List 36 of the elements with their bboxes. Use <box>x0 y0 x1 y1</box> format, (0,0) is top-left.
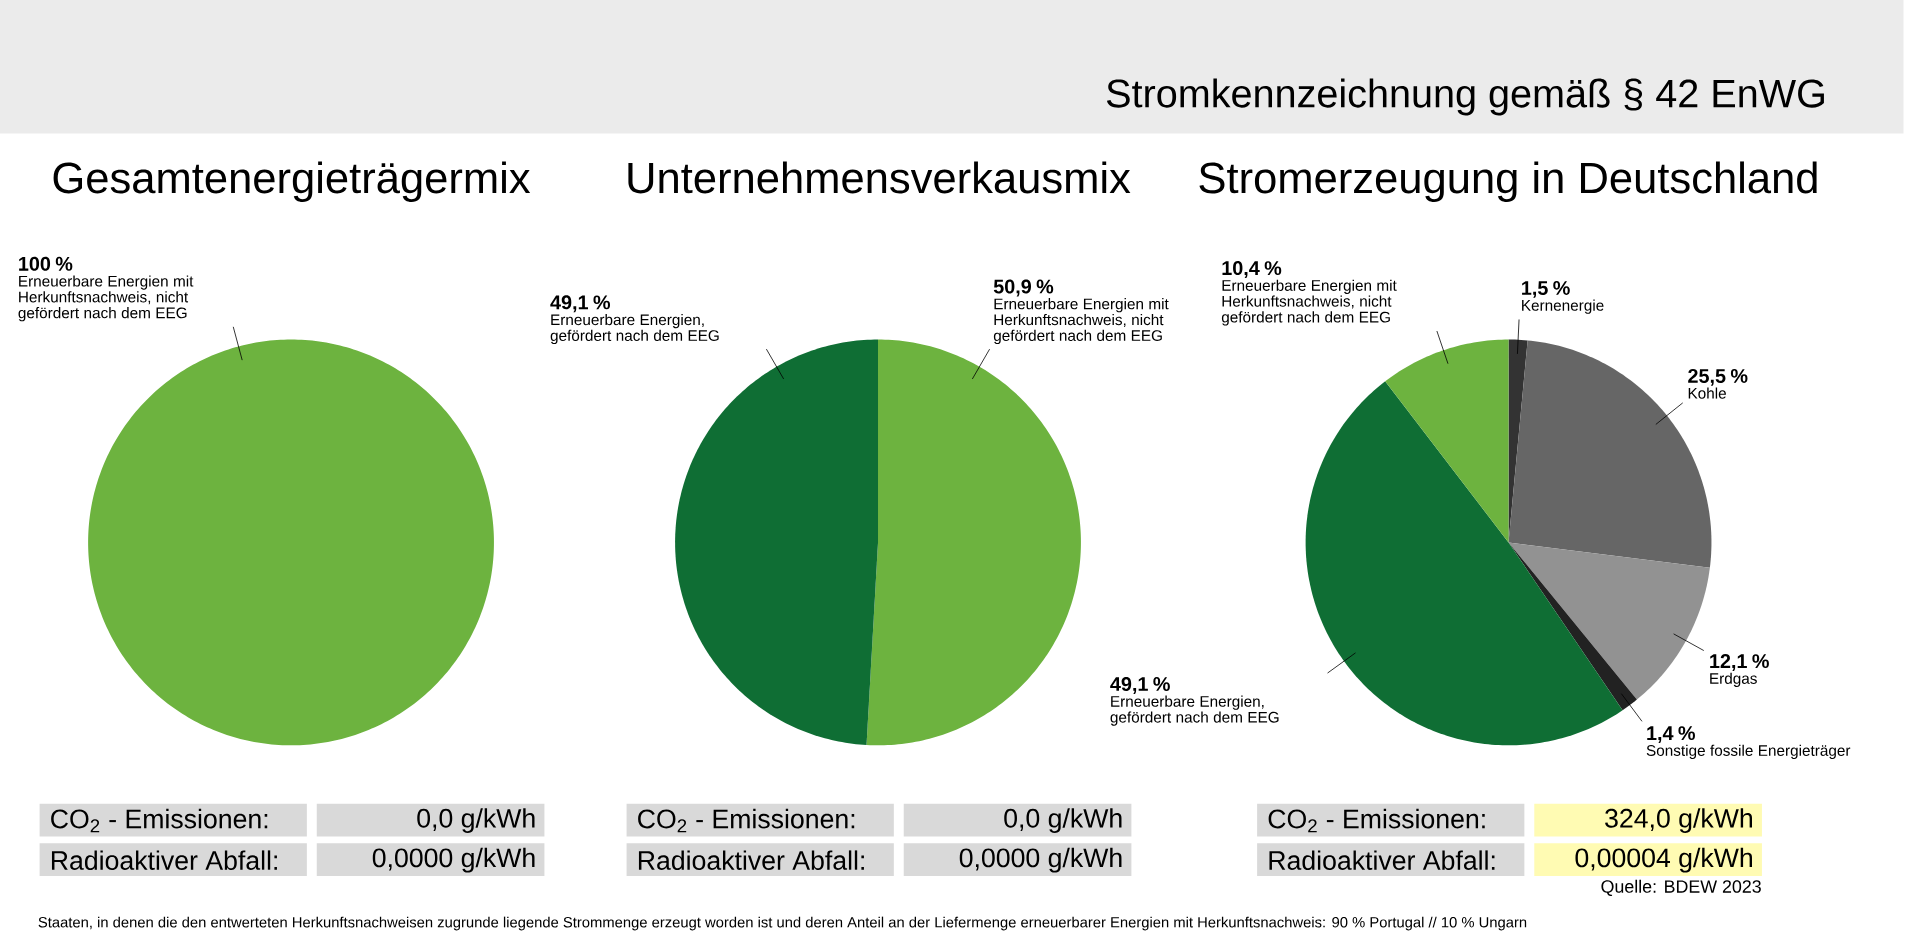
data-label: 49,1 % <box>550 295 611 313</box>
text: 0,0000 g/kWh <box>372 847 535 873</box>
source-note: Quelle: BDEW 2023 <box>1601 879 1761 896</box>
slice-label: Erdgas <box>1710 672 1757 687</box>
text: Radioaktiver Abfall: <box>1269 850 1495 870</box>
text: CO$_{2}$ - Emissionen: <box>51 808 268 833</box>
text: 324,0 g/kWh <box>1605 807 1752 833</box>
data-label: 49,1 % <box>1110 676 1170 694</box>
slice-label: Erneuerbare Energien, gefördert nach dem EEG <box>550 313 719 344</box>
text: Staaten, in denen die den entwerteten Herkunftsnachweisen zugrunde liegende Strommenge erzeugt worden ist und deren Anteil an der Liefermenge erneuerbarer Energien mit Herkunftsnachweis: 90 % Portugal // 10 % Ungarn <box>38 916 1527 931</box>
slice-label: Kohle <box>1688 387 1726 399</box>
text: 0,0 g/kWh <box>417 807 535 833</box>
slice-label: Erneuerbare Energien mit Herkunftsnachweis, nicht gefördert nach dem EEG <box>18 275 194 322</box>
data-label: 100 % <box>19 256 73 271</box>
data-label: 25,5 % <box>1688 368 1748 386</box>
slice-label: Erneuerbare Energien, gefördert nach dem EEG <box>1110 695 1279 726</box>
slice-label: Kernenergie <box>1522 299 1604 314</box>
data-label: 1,4 % <box>1647 726 1695 743</box>
text: Stromkennzeichnung gemäß § 42 EnWG <box>1106 78 1824 116</box>
chart-title: Unternehmensverkausmix <box>628 161 1131 194</box>
text: CO$_{2}$ - Emissionen: <box>638 808 855 833</box>
data-label: 1,5 % <box>1522 280 1570 298</box>
text: CO$_{2}$ - Emissionen: <box>1268 808 1485 833</box>
data-label: 10,4 % <box>1222 260 1282 278</box>
text: 0,0000 g/kWh <box>959 847 1122 873</box>
text: Radioaktiver Abfall: <box>51 850 277 870</box>
text: 0,00004 g/kWh <box>1575 847 1752 873</box>
chart-title: Stromerzeugung in Deutschland <box>1199 161 1817 202</box>
slice-label: Sonstige fossile Energieträger <box>1646 744 1851 759</box>
data-label: 12,1 % <box>1710 653 1769 671</box>
chart-title: Gesamtenergieträgermix <box>53 161 531 202</box>
data-label: 50,9 % <box>993 279 1054 297</box>
slice-label: Erneuerbare Energien mit Herkunftsnachweis, nicht gefördert nach dem EEG <box>993 297 1169 344</box>
text: Radioaktiver Abfall: <box>638 850 864 870</box>
slice-label: Erneuerbare Energien mit Herkunftsnachweis, nicht gefördert nach dem EEG <box>1221 279 1397 326</box>
text: 0,0 g/kWh <box>1004 807 1122 833</box>
